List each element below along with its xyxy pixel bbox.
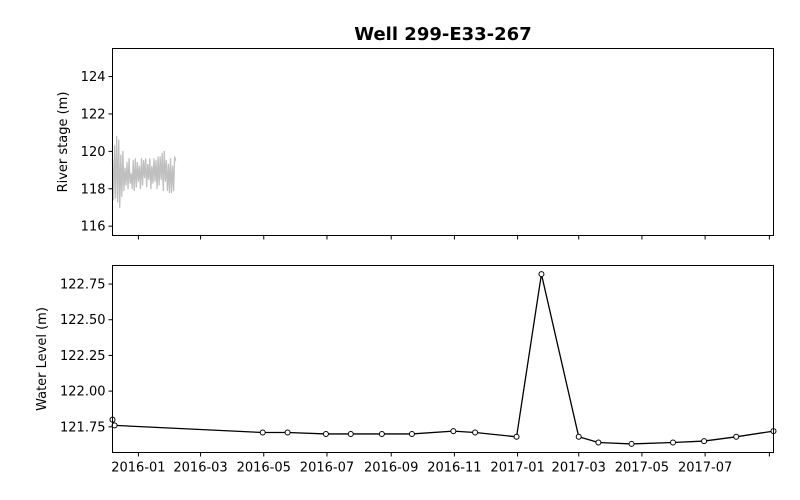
river-stage-series-line: [111, 135, 177, 209]
water-level-data-point: [472, 429, 479, 436]
water-level-data-point: [575, 433, 582, 440]
water-level-x-tick-label: 2016-03: [173, 461, 227, 476]
water-level-y-tick-label: 122.50: [60, 313, 106, 328]
water-level-data-point: [284, 429, 291, 436]
water-level-data-point: [513, 433, 520, 440]
water-level-x-tick-label: 2017-01: [490, 461, 544, 476]
water-level-data-point: [408, 430, 415, 437]
water-level-x-tick-label: 2016-11: [427, 461, 481, 476]
water-level-series: [109, 271, 777, 447]
water-level-data-point: [538, 271, 545, 278]
river-stage-y-tick-label: 118: [81, 182, 106, 197]
water-level-data-point: [670, 439, 677, 446]
water-level-y-tick-label: 121.75: [60, 420, 106, 435]
water-level-x-tick-label: 2016-07: [300, 461, 354, 476]
water-level-x-tick-label: 2017-05: [615, 461, 669, 476]
water-level-x-axis: 2016-01 2016-03 2016-05 2016-07 2016-09 2016-…: [111, 452, 770, 476]
water-level-y-tick-label: 122.75: [60, 278, 106, 293]
water-level-data-point: [733, 433, 740, 440]
river-stage-panel: 116 118 120 122 124 River stage (m): [56, 48, 774, 240]
water-level-x-tick-label: 2016-05: [237, 461, 291, 476]
water-level-y-tick-label: 122.00: [60, 385, 106, 400]
water-level-data-point: [450, 428, 457, 435]
river-stage-y-tick-label: 124: [81, 70, 106, 85]
chart-title: Well 299-E33-267: [354, 24, 531, 45]
river-stage-y-tick-label: 116: [81, 220, 106, 235]
water-level-x-tick-label: 2017-07: [678, 461, 732, 476]
water-level-y-tick-label: 122.25: [60, 349, 106, 364]
water-level-y-axis-label: Water Level (m): [35, 307, 50, 411]
water-level-x-tick-label: 2016-01: [111, 461, 165, 476]
water-level-plot-frame: [112, 265, 774, 453]
water-level-x-tick-label: 2016-09: [364, 461, 418, 476]
water-level-data-point: [701, 438, 708, 445]
water-level-data-point: [322, 430, 329, 437]
river-stage-y-axis: 116 118 120 122 124: [81, 70, 113, 235]
river-stage-series: [111, 135, 177, 209]
river-stage-y-axis-label: River stage (m): [56, 92, 71, 193]
water-level-data-point: [259, 429, 266, 436]
river-stage-y-tick-label: 122: [81, 107, 106, 122]
river-stage-y-tick-label: 120: [81, 145, 106, 160]
river-stage-plot-frame: [112, 48, 774, 236]
water-level-series-line: [111, 273, 774, 445]
water-level-data-point: [595, 439, 602, 446]
water-level-data-point: [347, 430, 354, 437]
water-level-y-axis: 121.75 122.00 122.25 122.50 122.75: [60, 278, 113, 435]
water-level-data-point: [378, 430, 385, 437]
water-level-data-point: [628, 440, 635, 447]
water-level-x-tick-label: 2017-03: [552, 461, 606, 476]
river-stage-x-axis: [137, 235, 770, 240]
